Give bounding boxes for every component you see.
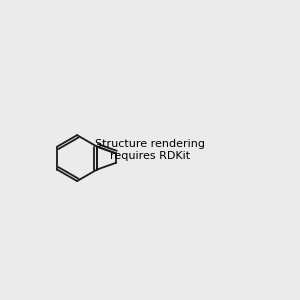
- Text: Structure rendering
requires RDKit: Structure rendering requires RDKit: [95, 139, 205, 161]
